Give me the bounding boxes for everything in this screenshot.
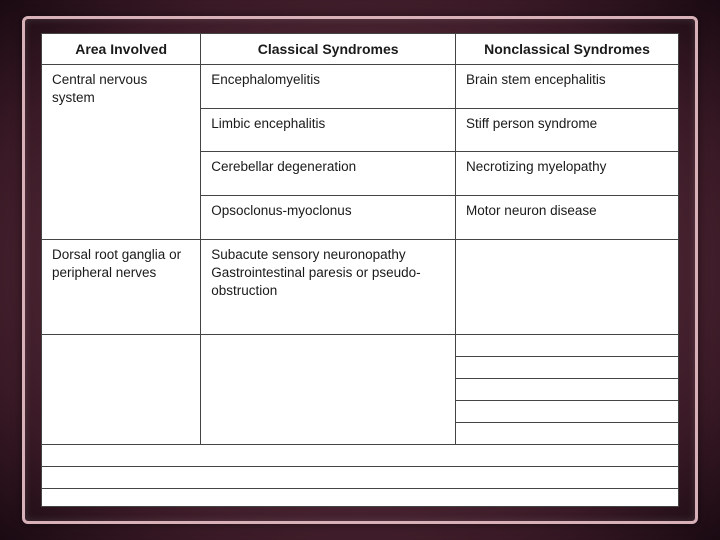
blank-cell — [42, 444, 201, 466]
nonclassical-cell — [456, 400, 679, 422]
classical-cell: Subacute sensory neuronopathy Gastrointe… — [201, 239, 456, 334]
blank-cell — [456, 444, 679, 466]
classical-cell: Cerebellar degeneration — [201, 152, 456, 196]
table-row: Central nervous system Encephalomyelitis… — [42, 65, 679, 109]
syndromes-table: Area Involved Classical Syndromes Noncla… — [41, 33, 679, 507]
nonclassical-cell — [456, 239, 679, 334]
slide-frame: Area Involved Classical Syndromes Noncla… — [22, 16, 698, 524]
blank-cell — [201, 488, 456, 506]
area-cell — [42, 334, 201, 444]
nonclassical-cell: Motor neuron disease — [456, 196, 679, 240]
classical-cell: Limbic encephalitis — [201, 108, 456, 152]
table-row — [42, 334, 679, 356]
table-header-row: Area Involved Classical Syndromes Noncla… — [42, 34, 679, 65]
blank-cell — [456, 466, 679, 488]
blank-cell — [201, 466, 456, 488]
nonclassical-cell: Necrotizing myelopathy — [456, 152, 679, 196]
blank-cell — [201, 444, 456, 466]
header-classical: Classical Syndromes — [201, 34, 456, 65]
classical-cell — [201, 334, 456, 444]
table-row: Dorsal root ganglia or peripheral nerves… — [42, 239, 679, 334]
classical-cell: Opsoclonus-myoclonus — [201, 196, 456, 240]
table-row — [42, 488, 679, 506]
nonclassical-cell — [456, 356, 679, 378]
classical-cell: Encephalomyelitis — [201, 65, 456, 109]
nonclassical-cell: Stiff person syndrome — [456, 108, 679, 152]
header-area: Area Involved — [42, 34, 201, 65]
nonclassical-cell — [456, 378, 679, 400]
header-nonclassical: Nonclassical Syndromes — [456, 34, 679, 65]
blank-cell — [42, 466, 201, 488]
table-row — [42, 444, 679, 466]
table-row — [42, 466, 679, 488]
area-cell: Dorsal root ganglia or peripheral nerves — [42, 239, 201, 334]
blank-cell — [456, 488, 679, 506]
blank-cell — [42, 488, 201, 506]
area-cell: Central nervous system — [42, 65, 201, 240]
nonclassical-cell: Brain stem encephalitis — [456, 65, 679, 109]
nonclassical-cell — [456, 334, 679, 356]
nonclassical-cell — [456, 422, 679, 444]
